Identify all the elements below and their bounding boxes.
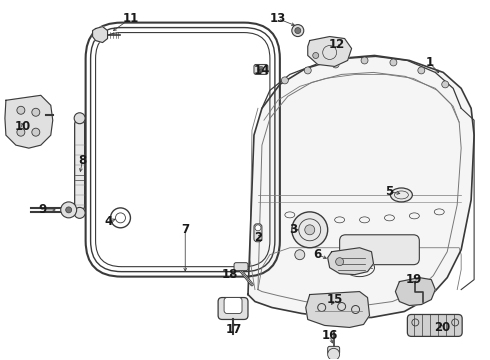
Circle shape	[61, 202, 76, 218]
Circle shape	[17, 106, 25, 114]
Circle shape	[336, 258, 343, 266]
Polygon shape	[93, 27, 107, 42]
FancyBboxPatch shape	[74, 120, 85, 210]
Circle shape	[313, 53, 318, 58]
Circle shape	[281, 77, 288, 84]
Circle shape	[328, 348, 340, 360]
Circle shape	[116, 213, 125, 223]
Circle shape	[17, 128, 25, 136]
Text: 9: 9	[39, 203, 47, 216]
Circle shape	[255, 225, 261, 231]
Text: 11: 11	[122, 12, 139, 25]
Text: 4: 4	[104, 215, 113, 228]
Circle shape	[74, 113, 85, 124]
FancyBboxPatch shape	[218, 298, 248, 319]
FancyBboxPatch shape	[340, 235, 419, 265]
Polygon shape	[308, 37, 352, 67]
Text: 16: 16	[321, 329, 338, 342]
Text: 7: 7	[181, 223, 189, 236]
Circle shape	[32, 108, 40, 116]
Circle shape	[295, 250, 305, 260]
Ellipse shape	[391, 188, 413, 202]
Text: 12: 12	[328, 38, 345, 51]
FancyBboxPatch shape	[328, 346, 340, 354]
Polygon shape	[395, 278, 435, 306]
Text: 13: 13	[270, 12, 286, 25]
Polygon shape	[5, 95, 53, 148]
Text: 19: 19	[406, 273, 422, 286]
Text: 5: 5	[385, 185, 393, 198]
Text: 15: 15	[326, 293, 343, 306]
Circle shape	[305, 225, 315, 235]
Text: 3: 3	[289, 223, 297, 236]
Circle shape	[304, 67, 311, 74]
Text: 18: 18	[222, 268, 238, 281]
Circle shape	[295, 28, 301, 33]
Polygon shape	[248, 55, 474, 318]
Text: 14: 14	[254, 64, 270, 77]
FancyBboxPatch shape	[234, 263, 248, 271]
Circle shape	[258, 67, 264, 72]
Text: 10: 10	[15, 120, 31, 133]
FancyBboxPatch shape	[254, 224, 262, 242]
Polygon shape	[306, 292, 369, 328]
Text: 6: 6	[314, 248, 322, 261]
Text: 8: 8	[78, 154, 87, 167]
Circle shape	[292, 24, 304, 37]
Circle shape	[332, 61, 339, 68]
FancyBboxPatch shape	[407, 315, 462, 336]
Circle shape	[292, 212, 328, 248]
Circle shape	[418, 67, 425, 74]
Circle shape	[74, 207, 85, 219]
Circle shape	[361, 57, 368, 64]
FancyBboxPatch shape	[224, 298, 242, 314]
Text: 1: 1	[425, 56, 433, 69]
Text: 20: 20	[434, 321, 450, 334]
Text: 17: 17	[226, 323, 242, 336]
Text: 2: 2	[254, 231, 262, 244]
Circle shape	[442, 81, 449, 88]
Circle shape	[390, 59, 397, 66]
Circle shape	[32, 128, 40, 136]
FancyBboxPatch shape	[254, 64, 268, 75]
Circle shape	[66, 207, 72, 213]
Polygon shape	[328, 248, 373, 275]
